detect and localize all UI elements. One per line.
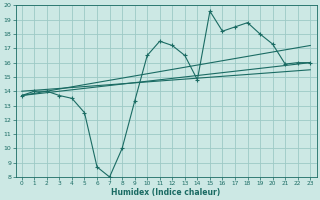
X-axis label: Humidex (Indice chaleur): Humidex (Indice chaleur) bbox=[111, 188, 221, 197]
